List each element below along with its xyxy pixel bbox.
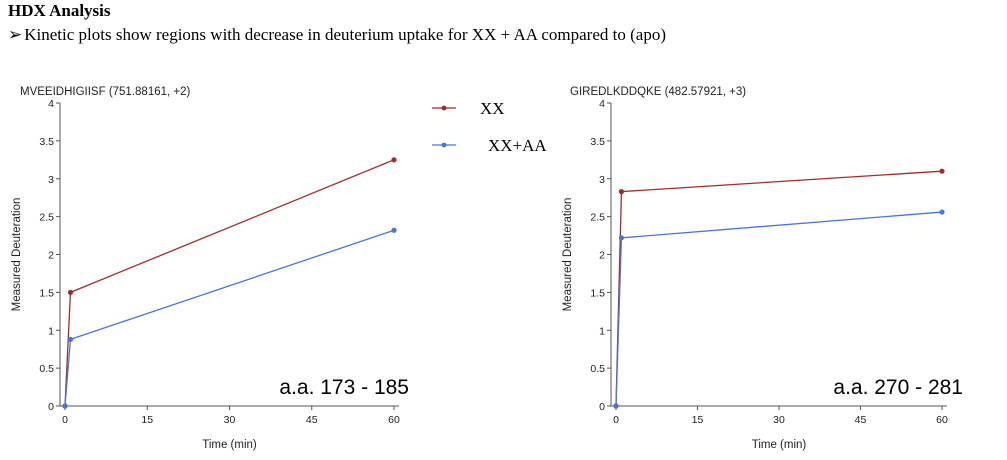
y-tick-label: 1 <box>48 325 54 337</box>
legend-marker <box>441 142 447 148</box>
x-tick-label: 60 <box>936 414 948 426</box>
x-tick-label: 15 <box>141 414 153 426</box>
y-axis-label: Measured Deuteration <box>562 198 574 312</box>
y-tick-label: 3.5 <box>39 136 54 148</box>
legend-label: XX <box>480 99 505 118</box>
y-tick-label: 1.5 <box>39 287 54 299</box>
chart-title: MVEEIDHIGIISF (751.88161, +2) <box>20 86 191 98</box>
legend-label: XX+AA <box>488 136 547 155</box>
y-tick-label: 0 <box>599 401 605 413</box>
chart-title: GIREDLKDDQKE (482.57921, +3) <box>570 86 746 98</box>
arrow-bullet-icon: ➢ <box>8 25 23 44</box>
x-axis-label: Time (min) <box>202 439 257 451</box>
y-tick-label: 2.5 <box>39 212 54 224</box>
data-point <box>618 235 625 241</box>
bullet-text: Kinetic plots show regions with decrease… <box>24 25 666 44</box>
y-tick-label: 3 <box>48 174 54 186</box>
data-point <box>613 403 619 409</box>
legend-marker <box>441 105 447 111</box>
y-tick-label: 4 <box>48 98 54 110</box>
slide-heading: HDX Analysis <box>8 1 111 20</box>
data-point <box>391 227 397 233</box>
x-tick-label: 30 <box>773 414 785 426</box>
x-tick-label: 0 <box>613 414 619 426</box>
data-point <box>618 189 625 195</box>
y-tick-label: 4 <box>599 98 605 110</box>
y-tick-label: 2.5 <box>590 212 605 224</box>
y-tick-label: 2 <box>48 250 54 262</box>
data-point <box>391 157 397 163</box>
region-annotation: a.a. 173 - 185 <box>279 376 409 399</box>
data-point <box>62 403 68 409</box>
y-tick-label: 1.5 <box>590 287 605 299</box>
bullet-point: ➢ Kinetic plots show regions with decreas… <box>8 25 666 45</box>
y-tick-label: 3 <box>599 174 605 186</box>
x-tick-label: 30 <box>224 414 236 426</box>
x-axis-label: Time (min) <box>752 439 807 451</box>
y-tick-label: 0.5 <box>39 363 54 375</box>
y-axis-label: Measured Deuteration <box>11 198 23 312</box>
y-tick-label: 0.5 <box>590 363 605 375</box>
y-tick-label: 0 <box>48 401 54 413</box>
x-tick-label: 0 <box>62 414 68 426</box>
region-annotation: a.a. 270 - 281 <box>833 376 963 399</box>
x-tick-label: 45 <box>306 414 318 426</box>
data-point <box>67 289 74 295</box>
data-point <box>939 209 945 215</box>
y-tick-label: 2 <box>599 250 605 262</box>
y-tick-label: 3.5 <box>590 136 605 148</box>
x-tick-label: 45 <box>855 414 867 426</box>
x-tick-label: 15 <box>692 414 704 426</box>
data-point <box>939 168 945 174</box>
y-tick-label: 1 <box>599 325 605 337</box>
x-tick-label: 60 <box>388 414 400 426</box>
data-point <box>67 336 74 342</box>
